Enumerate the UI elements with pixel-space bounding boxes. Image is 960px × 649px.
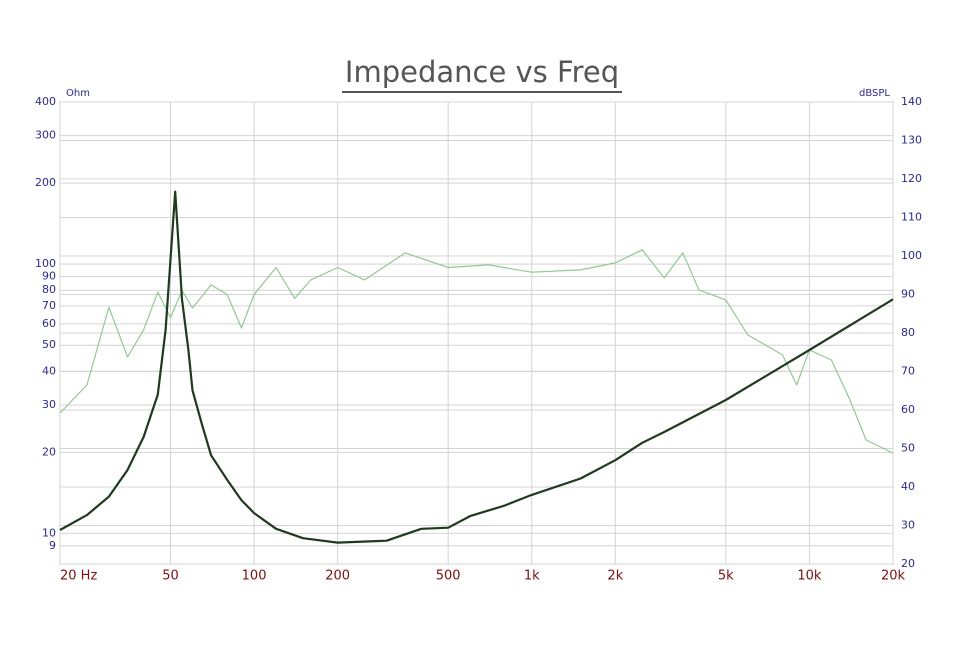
x-tick-label: 500 [436, 569, 461, 584]
y-tick-label: 60 [42, 317, 56, 330]
series-line [59, 190, 894, 544]
y2-tick-label: 60 [901, 403, 915, 416]
y-tick-label: 300 [35, 129, 56, 142]
x-tick-label: 20k [881, 569, 906, 584]
y2-tick-label: 80 [901, 326, 915, 339]
x-tick-label: 1k [524, 569, 540, 584]
y2-tick-label: 120 [901, 172, 922, 185]
x-tick-label: 10k [797, 569, 822, 584]
y2-tick-label: 90 [901, 288, 915, 301]
x-tick-label: 50 [162, 569, 179, 584]
y-tick-label: 90 [42, 269, 56, 282]
y2-tick-label: 130 [901, 134, 922, 147]
y-tick-label: 9 [49, 539, 56, 552]
chart-title: Impedance vs Freq [345, 55, 619, 89]
y-axis-label: Ohm [66, 88, 90, 99]
x-tick-label: 20 Hz [60, 569, 97, 584]
y2-tick-label: 30 [901, 519, 915, 532]
y2-tick-label: 20 [901, 557, 915, 570]
y-tick-label: 80 [42, 283, 56, 296]
y-tick-label: 10 [42, 526, 56, 539]
y-tick-label: 40 [42, 364, 56, 377]
y2-tick-label: 40 [901, 480, 915, 493]
y2-axis-label: dBSPL [859, 88, 890, 99]
y2-tick-label: 140 [901, 95, 922, 108]
y-tick-label: 50 [42, 338, 56, 351]
y-tick-label: 400 [35, 95, 56, 108]
x-tick-label: 2k [607, 569, 623, 584]
y-tick-label: 20 [42, 445, 56, 458]
y2-tick-label: 100 [901, 249, 922, 262]
x-tick-label: 200 [325, 569, 350, 584]
y2-tick-label: 70 [901, 365, 915, 378]
x-tick-label: 100 [242, 569, 267, 584]
y-tick-label: 100 [35, 257, 56, 270]
y-tick-label: 30 [42, 398, 56, 411]
x-tick-label: 5k [718, 569, 734, 584]
series-line [59, 249, 894, 454]
y-tick-label: 200 [35, 176, 56, 189]
y2-tick-label: 50 [901, 442, 915, 455]
y2-tick-label: 110 [901, 211, 922, 224]
y-tick-label: 70 [42, 299, 56, 312]
